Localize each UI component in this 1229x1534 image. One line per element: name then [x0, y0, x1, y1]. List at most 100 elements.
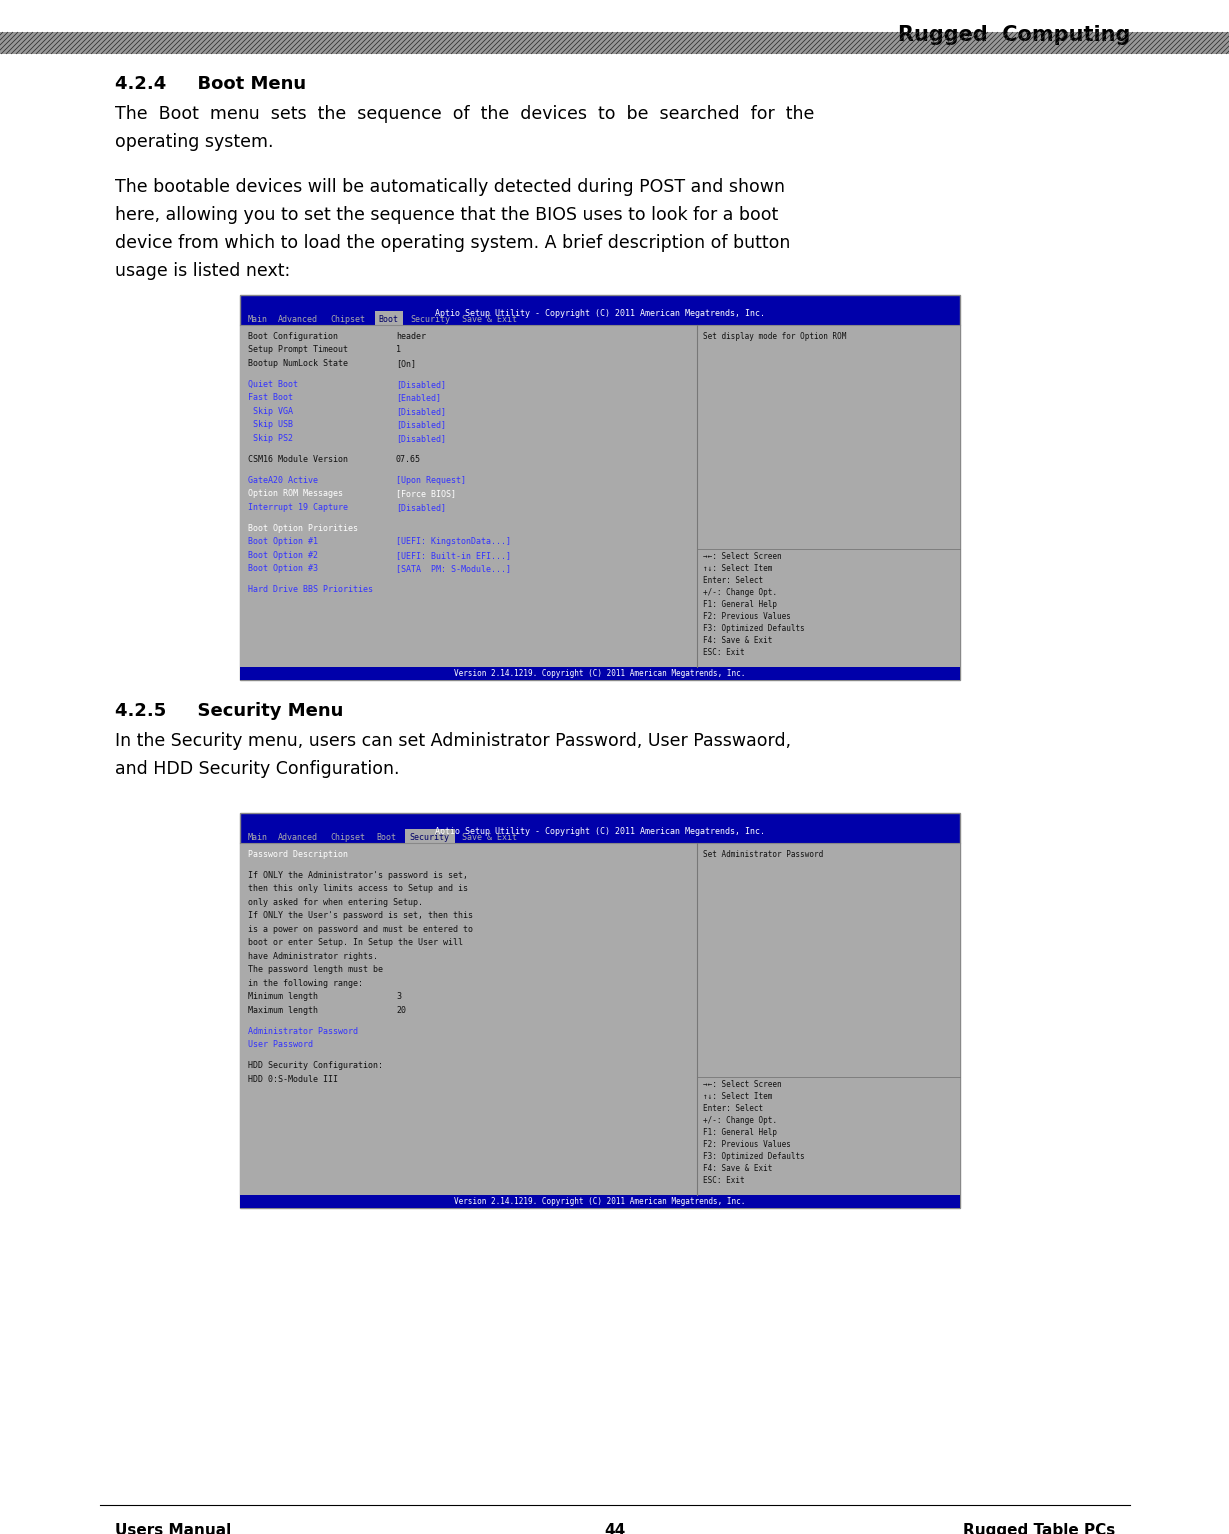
Text: [UEFI: KingstonData...]: [UEFI: KingstonData...]	[396, 537, 511, 546]
Text: If ONLY the User's password is set, then this: If ONLY the User's password is set, then…	[248, 911, 473, 920]
Text: 4.2.4     Boot Menu: 4.2.4 Boot Menu	[116, 75, 306, 94]
Text: [Upon Request]: [Upon Request]	[396, 476, 466, 485]
Text: F4: Save & Exit: F4: Save & Exit	[703, 1164, 772, 1174]
Text: Boot: Boot	[379, 314, 398, 324]
Text: 44: 44	[603, 1523, 626, 1534]
Text: and HDD Security Configuration.: and HDD Security Configuration.	[116, 759, 399, 778]
Text: [Disabled]: [Disabled]	[396, 420, 446, 430]
Bar	[240, 325, 960, 667]
Text: Chipset: Chipset	[331, 314, 365, 324]
Text: [On]: [On]	[396, 359, 415, 368]
Bar	[240, 295, 960, 680]
Text: CSM16 Module Version: CSM16 Module Version	[248, 456, 348, 463]
Text: F4: Save & Exit: F4: Save & Exit	[703, 637, 772, 644]
Text: 3: 3	[396, 992, 401, 1002]
Text: The bootable devices will be automatically detected during POST and shown: The bootable devices will be automatical…	[116, 178, 785, 196]
Text: Skip PS2: Skip PS2	[248, 434, 293, 443]
Text: Enter: Select: Enter: Select	[703, 575, 763, 584]
Text: Advanced: Advanced	[278, 314, 318, 324]
Text: [Disabled]: [Disabled]	[396, 407, 446, 416]
Text: Hard Drive BBS Priorities: Hard Drive BBS Priorities	[248, 584, 372, 594]
Text: device from which to load the operating system. A brief description of button: device from which to load the operating …	[116, 235, 790, 252]
Text: Main: Main	[248, 314, 268, 324]
Text: Interrupt 19 Capture: Interrupt 19 Capture	[248, 503, 348, 512]
Text: ↑↓: Select Item: ↑↓: Select Item	[703, 1092, 772, 1101]
Text: [UEFI: Built-in EFI...]: [UEFI: Built-in EFI...]	[396, 551, 511, 560]
Text: F3: Optimized Defaults: F3: Optimized Defaults	[703, 624, 805, 634]
Text: Chipset: Chipset	[331, 833, 365, 842]
Text: Boot Option #3: Boot Option #3	[248, 565, 318, 574]
Text: Enter: Select: Enter: Select	[703, 1104, 763, 1114]
Bar	[375, 311, 403, 325]
Text: Main: Main	[248, 833, 268, 842]
Text: Administrator Password: Administrator Password	[248, 1026, 358, 1035]
Text: Aptio Setup Utility - Copyright (C) 2011 American Megatrends, Inc.: Aptio Setup Utility - Copyright (C) 2011…	[435, 308, 764, 318]
Text: F1: General Help: F1: General Help	[703, 600, 777, 609]
Text: Version 2.14.1219. Copyright (C) 2011 American Megatrends, Inc.: Version 2.14.1219. Copyright (C) 2011 Am…	[455, 669, 746, 678]
Text: Users Manual: Users Manual	[116, 1523, 231, 1534]
Text: [Enabled]: [Enabled]	[396, 393, 441, 402]
Text: [Disabled]: [Disabled]	[396, 380, 446, 390]
Text: Save & Exit: Save & Exit	[462, 833, 517, 842]
Text: Aptio Setup Utility - Copyright (C) 2011 American Megatrends, Inc.: Aptio Setup Utility - Copyright (C) 2011…	[435, 827, 764, 836]
Text: then this only limits access to Setup and is: then this only limits access to Setup an…	[248, 885, 468, 893]
Text: ↑↓: Select Item: ↑↓: Select Item	[703, 565, 772, 574]
Text: HDD 0:S-Module III: HDD 0:S-Module III	[248, 1075, 338, 1085]
Text: →←: Select Screen: →←: Select Screen	[703, 1080, 782, 1089]
Text: Version 2.14.1219. Copyright (C) 2011 American Megatrends, Inc.: Version 2.14.1219. Copyright (C) 2011 Am…	[455, 1197, 746, 1206]
Text: Rugged  Computing: Rugged Computing	[897, 25, 1129, 44]
Text: Advanced: Advanced	[278, 833, 318, 842]
Text: Boot: Boot	[376, 833, 397, 842]
Text: Bootup NumLock State: Bootup NumLock State	[248, 359, 348, 368]
Text: 20: 20	[396, 1006, 406, 1016]
Text: Boot Configuration: Boot Configuration	[248, 331, 338, 341]
Text: ESC: Exit: ESC: Exit	[703, 1177, 745, 1184]
Text: Password Description: Password Description	[248, 850, 348, 859]
Bar	[240, 1195, 960, 1207]
Text: +/-: Change Opt.: +/-: Change Opt.	[703, 588, 777, 597]
Text: in the following range:: in the following range:	[248, 979, 363, 988]
Text: [Disabled]: [Disabled]	[396, 503, 446, 512]
Text: Security: Security	[409, 833, 450, 842]
Text: Set display mode for Option ROM: Set display mode for Option ROM	[703, 331, 847, 341]
Text: HDD Security Configuration:: HDD Security Configuration:	[248, 1062, 383, 1071]
Text: ESC: Exit: ESC: Exit	[703, 647, 745, 657]
Text: usage is listed next:: usage is listed next:	[116, 262, 290, 281]
Text: →←: Select Screen: →←: Select Screen	[703, 552, 782, 561]
Text: Security: Security	[410, 314, 451, 324]
Text: here, allowing you to set the sequence that the BIOS uses to look for a boot: here, allowing you to set the sequence t…	[116, 206, 778, 224]
Text: Boot Option #2: Boot Option #2	[248, 551, 318, 560]
Text: F1: General Help: F1: General Help	[703, 1127, 777, 1137]
Bar	[240, 813, 960, 1207]
Text: Set Administrator Password: Set Administrator Password	[703, 850, 823, 859]
Text: Skip USB: Skip USB	[248, 420, 293, 430]
Text: is a power on password and must be entered to: is a power on password and must be enter…	[248, 925, 473, 934]
Text: Save & Exit: Save & Exit	[462, 314, 517, 324]
Text: Option ROM Messages: Option ROM Messages	[248, 489, 343, 499]
Text: 1: 1	[396, 345, 401, 354]
Text: GateA20 Active: GateA20 Active	[248, 476, 318, 485]
Text: header: header	[396, 331, 426, 341]
Text: Minimum length: Minimum length	[248, 992, 318, 1002]
Text: +/-: Change Opt.: +/-: Change Opt.	[703, 1117, 777, 1124]
Text: have Administrator rights.: have Administrator rights.	[248, 953, 379, 960]
Text: Boot Option #1: Boot Option #1	[248, 537, 318, 546]
Text: The password length must be: The password length must be	[248, 965, 383, 974]
Text: Rugged Table PCs: Rugged Table PCs	[962, 1523, 1115, 1534]
Text: Fast Boot: Fast Boot	[248, 393, 293, 402]
Text: F3: Optimized Defaults: F3: Optimized Defaults	[703, 1152, 805, 1161]
Text: only asked for when entering Setup.: only asked for when entering Setup.	[248, 897, 423, 907]
Text: In the Security menu, users can set Administrator Password, User Passwaord,: In the Security menu, users can set Admi…	[116, 732, 791, 750]
Text: F2: Previous Values: F2: Previous Values	[703, 1140, 791, 1149]
Text: Maximum length: Maximum length	[248, 1006, 318, 1016]
Text: [Force BIOS]: [Force BIOS]	[396, 489, 456, 499]
Text: Skip VGA: Skip VGA	[248, 407, 293, 416]
Text: Setup Prompt Timeout: Setup Prompt Timeout	[248, 345, 348, 354]
Bar	[404, 828, 455, 844]
Text: 4.2.5     Security Menu: 4.2.5 Security Menu	[116, 703, 343, 719]
Text: F2: Previous Values: F2: Previous Values	[703, 612, 791, 621]
Text: The  Boot  menu  sets  the  sequence  of  the  devices  to  be  searched  for  t: The Boot menu sets the sequence of the d…	[116, 104, 815, 123]
Bar	[240, 667, 960, 680]
Text: boot or enter Setup. In Setup the User will: boot or enter Setup. In Setup the User w…	[248, 939, 463, 948]
Bar	[240, 844, 960, 1195]
